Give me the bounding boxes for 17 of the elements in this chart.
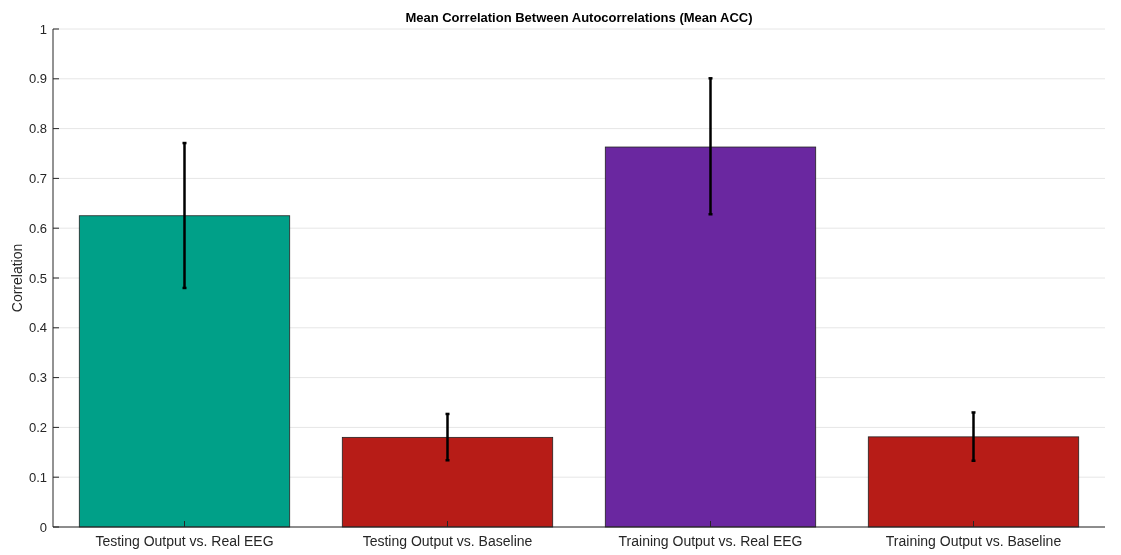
y-tick-label: 0.8	[28, 121, 47, 137]
y-tick-label: 0.5	[28, 270, 47, 286]
x-tick-label: Testing Output vs. Real EEG	[95, 533, 274, 549]
y-tick-label: 0.4	[28, 320, 47, 336]
chart-title: Mean Correlation Between Autocorrelations (Mean ACC)	[405, 10, 753, 25]
y-tick-label: 0.3	[28, 370, 47, 386]
y-tick-label: 0.2	[28, 419, 47, 435]
y-tick-label: 0.7	[28, 170, 47, 186]
y-tick-label: 0	[39, 519, 47, 535]
x-tick-label: Training Output vs. Baseline	[885, 533, 1062, 549]
x-tick-label: Training Output vs. Real EEG	[618, 533, 803, 549]
y-tick-label: 0.9	[28, 71, 47, 87]
y-tick-label: 0.1	[28, 469, 47, 485]
y-tick-label: 0.6	[28, 220, 47, 236]
y-axis-title: Correlation	[9, 243, 25, 313]
y-tick-label: 1	[39, 21, 47, 37]
x-tick-label: Testing Output vs. Baseline	[362, 533, 533, 549]
